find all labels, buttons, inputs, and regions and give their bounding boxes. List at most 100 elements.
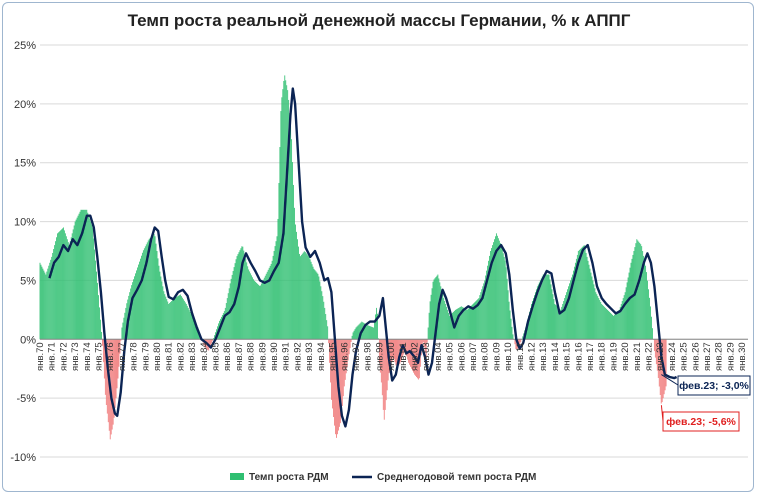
bar [342, 339, 344, 397]
bar [263, 277, 265, 340]
bar [151, 235, 153, 340]
bar [244, 254, 246, 340]
x-tick-label: янв.10 [503, 342, 514, 371]
bar [147, 240, 149, 340]
bar [658, 339, 660, 387]
bar [180, 296, 182, 340]
bar [123, 317, 125, 340]
bar [394, 339, 396, 363]
bar [62, 228, 63, 340]
bar [261, 281, 263, 340]
bar [661, 339, 663, 403]
x-tick-label: янв.21 [632, 342, 643, 371]
bar [449, 315, 451, 340]
bar [639, 242, 641, 340]
bar [73, 225, 75, 340]
x-tick-label: янв.91 [281, 342, 292, 371]
x-tick-label: янв.03 [421, 342, 432, 371]
bar [365, 323, 367, 340]
bar [548, 274, 550, 340]
bar [655, 339, 657, 365]
bar [237, 254, 239, 340]
bar [458, 307, 460, 340]
bar [604, 306, 606, 340]
bar [648, 289, 649, 340]
bar [118, 339, 120, 367]
bar [509, 310, 511, 340]
bar [50, 259, 52, 340]
bar [172, 300, 174, 340]
bar [560, 309, 562, 340]
bar [304, 251, 306, 340]
bar [528, 315, 529, 340]
bar [101, 331, 102, 340]
bar [307, 255, 309, 340]
bar [543, 274, 545, 340]
bar [270, 263, 272, 340]
bar [554, 303, 556, 340]
bar [443, 298, 445, 340]
bar [101, 339, 103, 346]
bar [317, 273, 319, 340]
bar [122, 322, 124, 340]
bar [115, 339, 117, 399]
bar [556, 305, 558, 340]
bar [71, 233, 73, 340]
bar [195, 323, 197, 340]
bar [313, 268, 315, 340]
bar [213, 338, 215, 340]
bar [515, 339, 517, 350]
bar [584, 249, 586, 340]
bar [188, 309, 190, 340]
bar [385, 339, 387, 401]
bar [608, 310, 609, 340]
bar [592, 280, 594, 340]
bar [433, 279, 435, 340]
bar [271, 260, 273, 340]
bar [119, 339, 121, 354]
bar [383, 339, 385, 420]
bar [77, 215, 79, 340]
bar [530, 307, 531, 340]
bar [622, 298, 624, 340]
y-tick-label: -5% [16, 393, 36, 405]
bar [279, 147, 281, 340]
bar [349, 339, 351, 349]
bar [553, 299, 555, 340]
bar [619, 306, 621, 340]
bar [445, 303, 447, 340]
x-tick-label: янв.82 [175, 342, 186, 371]
bar [170, 302, 172, 340]
bar [159, 271, 161, 340]
bar [615, 312, 617, 340]
bar [596, 294, 598, 340]
bar [489, 255, 490, 340]
bar [102, 339, 104, 363]
bar [260, 283, 262, 340]
bar [56, 237, 57, 340]
bar [256, 282, 257, 340]
bar [488, 260, 490, 340]
bar [551, 289, 553, 340]
bar [653, 339, 655, 352]
bar [330, 339, 332, 383]
bar [103, 339, 105, 379]
bar [620, 303, 622, 340]
bar [539, 280, 541, 340]
bar [276, 236, 278, 340]
bar [181, 297, 183, 340]
bar [393, 339, 395, 359]
bar [555, 304, 557, 340]
x-tick-label: янв.97 [351, 342, 362, 371]
bar [359, 323, 361, 340]
bar [269, 265, 271, 340]
bar [601, 303, 603, 340]
bar [347, 339, 349, 361]
bar [496, 235, 498, 340]
bar [497, 238, 499, 340]
bar [451, 313, 452, 340]
bar [646, 272, 647, 340]
bar [645, 265, 647, 340]
bar [469, 306, 471, 340]
